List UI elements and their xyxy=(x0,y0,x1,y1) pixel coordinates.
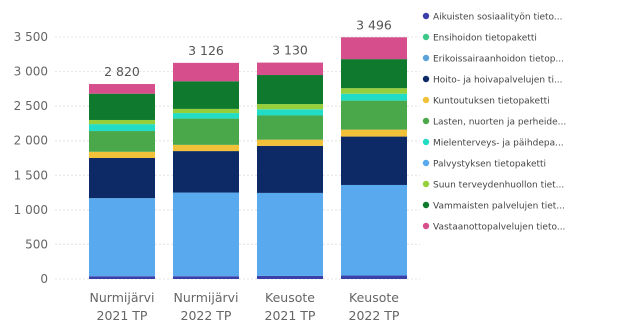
x-category-label: Nurmijärvi xyxy=(90,290,155,305)
bar-segment xyxy=(89,119,155,125)
y-tick-label: 1 500 xyxy=(14,168,48,182)
legend-item: Palvystyksen tietopaketti xyxy=(422,159,546,169)
legend-item: Suun terveydenhuollon tiet... xyxy=(422,180,564,190)
legend-label: Erikoissairaanhoidon tietop... xyxy=(433,54,564,64)
total-label: 2 820 xyxy=(104,64,140,79)
bar-segment xyxy=(257,145,323,193)
y-tick-label: 2 500 xyxy=(14,99,48,113)
bar-segment xyxy=(89,276,155,279)
bar-segment xyxy=(341,100,407,130)
legend-item: Kuntoutuksen tietopaketti xyxy=(422,96,550,106)
bar-segment xyxy=(173,276,239,279)
legend-label: Mielenterveys- ja päihdepa... xyxy=(433,138,564,148)
bar-segment xyxy=(257,192,323,276)
legend-marker xyxy=(422,117,430,125)
bar-segment xyxy=(89,124,155,132)
bar-segment xyxy=(257,275,323,279)
total-label: 3 126 xyxy=(188,43,224,58)
legend-marker xyxy=(422,54,430,62)
legend-label: Vammaisten palvelujen tiet... xyxy=(433,201,565,211)
legend-label: Suun terveydenhuollon tiet... xyxy=(433,180,564,190)
legend-marker xyxy=(422,159,430,167)
bar-segment xyxy=(341,136,407,185)
x-category-label: 2021 TP xyxy=(97,308,148,323)
bar-segment xyxy=(341,93,407,101)
total-label: 3 130 xyxy=(272,43,308,58)
legend-label: Hoito- ja hoivapalvelujen ti... xyxy=(433,75,563,85)
bar-segment xyxy=(257,104,323,110)
legend-label: Palvystyksen tietopaketti xyxy=(433,159,546,169)
legend: Aikuisten sosiaalityön tieto... Ensihoido… xyxy=(422,12,566,232)
legend-item: Hoito- ja hoivapalvelujen ti... xyxy=(422,75,563,85)
legend-label: Lasten, nuorten ja perheide... xyxy=(433,117,566,127)
bar-segment xyxy=(173,113,239,119)
bar-segment xyxy=(341,88,407,94)
legend-marker xyxy=(422,201,430,209)
legend-marker xyxy=(422,138,430,146)
bar-segment xyxy=(173,108,239,114)
legend-marker xyxy=(422,180,430,188)
bar-segment xyxy=(89,198,155,277)
bar-segment xyxy=(89,151,155,158)
legend-item: Aikuisten sosiaalityön tieto... xyxy=(422,12,563,22)
bar-segment xyxy=(257,109,323,116)
bar-segment xyxy=(341,275,407,279)
y-tick-label: 3 000 xyxy=(14,65,48,79)
legend-marker xyxy=(422,12,430,20)
legend-marker xyxy=(422,75,430,83)
bars xyxy=(89,37,407,279)
legend-marker xyxy=(422,222,430,230)
legend-label: Aikuisten sosiaalityön tieto... xyxy=(433,12,563,22)
legend-item: Vastaanottopalvelujen tieto... xyxy=(422,222,565,232)
bar-segment xyxy=(257,139,323,146)
legend-item: Mielenterveys- ja päihdepa... xyxy=(422,138,564,148)
y-tick-label: 2 000 xyxy=(14,134,48,148)
bar-segment xyxy=(89,158,155,199)
bar-segment xyxy=(341,184,407,276)
y-tick-label: 1 000 xyxy=(14,203,48,217)
total-label: 3 496 xyxy=(356,17,392,32)
legend-item: Lasten, nuorten ja perheide... xyxy=(422,117,566,127)
x-category-label: 2021 TP xyxy=(265,308,316,323)
legend-label: Vastaanottopalvelujen tieto... xyxy=(433,222,565,232)
legend-label: Ensihoidon tietopaketti xyxy=(433,33,537,43)
bar-segment xyxy=(173,62,239,82)
bar-segment xyxy=(257,75,323,105)
x-category-label: Nurmijärvi xyxy=(174,290,239,305)
y-tick-label: 3 500 xyxy=(14,30,48,44)
y-tick-label: 0 xyxy=(40,272,48,286)
legend-label: Kuntoutuksen tietopaketti xyxy=(433,96,550,106)
y-axis-ticks: 0 500 1 000 1 500 2 000 2 500 3 000 3 500 xyxy=(14,30,48,286)
legend-marker xyxy=(422,96,430,104)
x-category-label: 2022 TP xyxy=(181,308,232,323)
legend-item: Vammaisten palvelujen tiet... xyxy=(422,201,565,211)
bar-segment xyxy=(341,37,407,60)
x-category-label: Keusote xyxy=(349,290,399,305)
bar-segment xyxy=(341,129,407,137)
total-labels: 2 820 3 126 3 130 3 496 xyxy=(104,17,392,79)
bar-segment xyxy=(173,192,239,277)
legend-item: Ensihoidon tietopaketti xyxy=(422,33,537,43)
bar-segment xyxy=(341,59,407,89)
legend-item: Erikoissairaanhoidon tietop... xyxy=(422,54,564,64)
bar-segment xyxy=(257,62,323,76)
bar-segment xyxy=(89,93,155,120)
x-axis-categories: Nurmijärvi 2021 TP Nurmijärvi 2022 TP Keusot… xyxy=(90,290,400,323)
bar-segment xyxy=(173,118,239,145)
x-category-label: Keusote xyxy=(265,290,315,305)
bar-segment xyxy=(89,84,155,94)
bar-segment xyxy=(173,151,239,193)
bar-segment xyxy=(173,144,239,152)
bar-segment xyxy=(173,81,239,109)
bar-segment xyxy=(89,131,155,152)
y-tick-label: 500 xyxy=(25,237,48,251)
legend-marker xyxy=(422,33,430,41)
x-category-label: 2022 TP xyxy=(349,308,400,323)
bar-segment xyxy=(257,115,323,140)
